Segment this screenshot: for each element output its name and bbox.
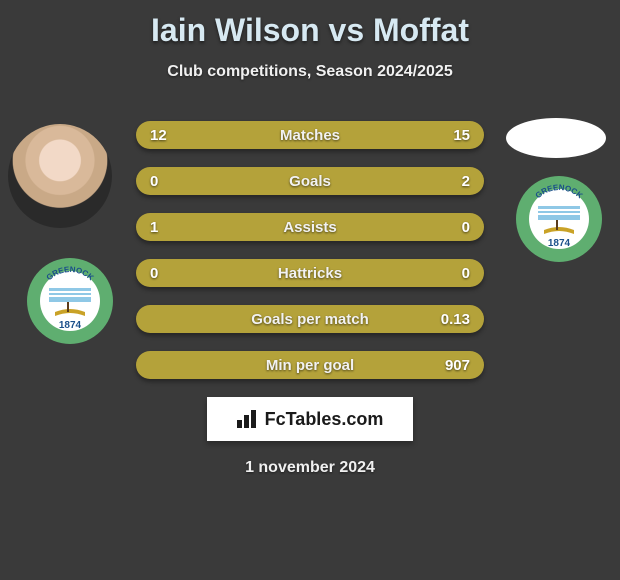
club-badge-left: GREENOCK 1874 xyxy=(27,258,113,344)
brand-box: FcTables.com xyxy=(207,397,413,441)
stat-row: Goals per match 0.13 xyxy=(136,305,484,333)
stat-right-value: 0 xyxy=(434,219,470,236)
stat-row: 1 Assists 0 xyxy=(136,213,484,241)
stat-left-value: 0 xyxy=(150,265,186,282)
player-right-avatar xyxy=(506,118,606,158)
stat-right-value: 0.13 xyxy=(434,311,470,328)
player-left-avatar xyxy=(8,124,112,228)
stat-row: 12 Matches 15 xyxy=(136,121,484,149)
stat-label: Hattricks xyxy=(278,265,342,282)
brand-text: FcTables.com xyxy=(265,409,384,430)
footer-date: 1 november 2024 xyxy=(0,459,620,477)
card-title: Iain Wilson vs Moffat xyxy=(0,0,620,49)
stat-right-value: 0 xyxy=(434,265,470,282)
badge-year: 1874 xyxy=(548,238,571,249)
stat-left-value: 0 xyxy=(150,173,186,190)
stat-label: Assists xyxy=(283,219,336,236)
stat-right-value: 2 xyxy=(434,173,470,190)
stat-row: 0 Goals 2 xyxy=(136,167,484,195)
stat-label: Min per goal xyxy=(266,357,354,374)
comparison-card: Iain Wilson vs Moffat Club competitions,… xyxy=(0,0,620,580)
card-subtitle: Club competitions, Season 2024/2025 xyxy=(0,63,620,81)
stat-row: 0 Hattricks 0 xyxy=(136,259,484,287)
barchart-icon xyxy=(237,410,259,428)
stat-label: Matches xyxy=(280,127,340,144)
stat-row: Min per goal 907 xyxy=(136,351,484,379)
badge-year: 1874 xyxy=(59,320,82,331)
stat-right-value: 907 xyxy=(434,357,470,374)
stat-left-value: 1 xyxy=(150,219,186,236)
stat-label: Goals xyxy=(289,173,331,190)
stat-label: Goals per match xyxy=(251,311,369,328)
stat-right-value: 15 xyxy=(434,127,470,144)
club-badge-right: GREENOCK 1874 xyxy=(516,176,602,262)
stat-left-value: 12 xyxy=(150,127,186,144)
